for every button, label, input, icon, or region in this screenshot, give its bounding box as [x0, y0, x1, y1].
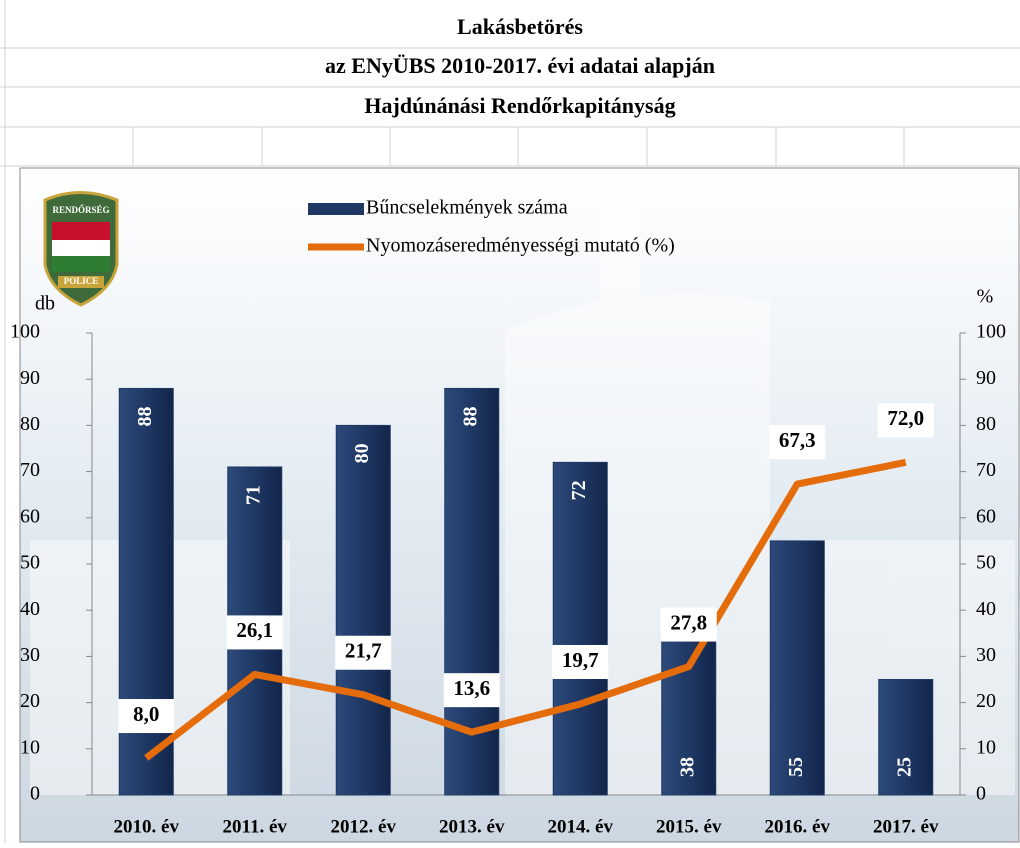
y-tick-label: 30 [20, 644, 40, 666]
line-value-label: 27,8 [670, 610, 707, 634]
logo: RENDŐRSÉG POLICE [45, 193, 117, 306]
y2-tick-label: 0 [976, 783, 986, 805]
bar-value-label: 72 [568, 480, 590, 500]
line-value-label: 67,3 [779, 428, 816, 452]
bar-value-label: 88 [459, 406, 481, 426]
bar [119, 388, 173, 795]
y2-tick-label: 50 [976, 552, 996, 574]
line-value-label: 26,1 [236, 618, 273, 642]
legend-label: Bűncselekmények száma [366, 197, 568, 219]
line-value-label: 8,0 [133, 702, 159, 726]
y2-tick-label: 80 [976, 413, 996, 435]
y-tick-label: 40 [20, 598, 40, 620]
x-tick-label: 2014. év [548, 816, 614, 837]
y-tick-label: 50 [20, 552, 40, 574]
y-tick-label: 70 [20, 459, 40, 481]
bar-value-label: 55 [785, 757, 807, 777]
line-value-label: 21,7 [345, 639, 382, 663]
y-tick-label: 20 [20, 690, 40, 712]
x-tick-label: 2017. év [873, 816, 939, 837]
bar-value-label: 38 [676, 757, 698, 777]
line-value-label: 72,0 [887, 406, 924, 430]
y-tick-label: 90 [20, 367, 40, 389]
logo-text: RENDŐRSÉG [52, 205, 109, 215]
y2-tick-label: 10 [976, 736, 996, 758]
bar [553, 462, 607, 795]
page: Lakásbetörés az ENyÜBS 2010-2017. évi ad… [0, 0, 1020, 843]
x-tick-label: 2010. év [114, 816, 180, 837]
bar [336, 425, 390, 795]
y-tick-label: 60 [20, 505, 40, 527]
x-tick-label: 2012. év [331, 816, 397, 837]
bar [770, 541, 824, 795]
title: Lakásbetörés [457, 14, 583, 39]
y-axis-label: db [35, 293, 55, 315]
x-tick-label: 2015. év [656, 816, 722, 837]
y2-tick-label: 90 [976, 367, 996, 389]
x-tick-label: 2016. év [765, 816, 831, 837]
bar-value-label: 88 [134, 406, 156, 426]
x-tick-label: 2011. év [223, 816, 288, 837]
y2-tick-label: 70 [976, 459, 996, 481]
title: az ENyÜBS 2010-2017. évi adatai alapján [325, 53, 715, 78]
y2-tick-label: 60 [976, 505, 996, 527]
legend-label: Nyomozáseredményességi mutató (%) [366, 235, 675, 257]
y2-axis-label: % [977, 286, 994, 308]
bar-value-label: 80 [351, 443, 373, 463]
legend-swatch [308, 203, 364, 215]
bar-value-label: 71 [242, 485, 264, 505]
y-tick-label: 80 [20, 413, 40, 435]
title: Hajdúnánási Rendőrkapitányság [364, 93, 675, 118]
y2-tick-label: 30 [976, 644, 996, 666]
x-tick-label: 2013. év [439, 816, 505, 837]
y-tick-label: 10 [20, 736, 40, 758]
y2-tick-label: 40 [976, 598, 996, 620]
y2-tick-label: 20 [976, 690, 996, 712]
bar-value-label: 25 [893, 757, 915, 777]
logo-text: POLICE [64, 276, 99, 286]
y-tick-label: 100 [10, 321, 40, 343]
y-tick-label: 0 [30, 783, 40, 805]
line-value-label: 13,6 [453, 676, 490, 700]
y2-tick-label: 100 [976, 321, 1006, 343]
line-value-label: 19,7 [562, 648, 599, 672]
